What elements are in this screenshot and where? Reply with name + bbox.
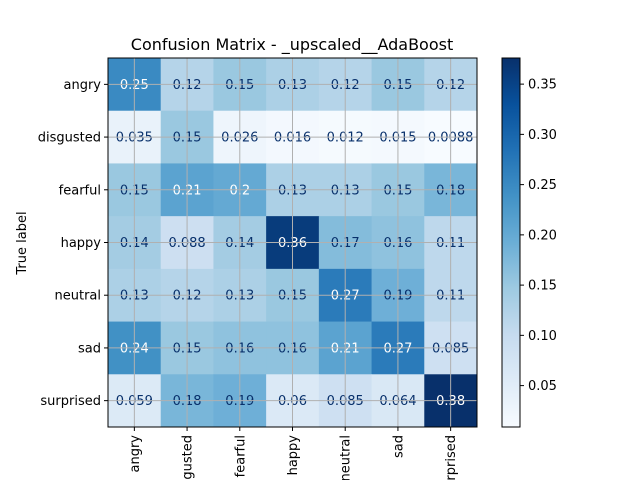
- y-tick-label: happy: [61, 236, 102, 251]
- colorbar-tick-label: 0.05: [528, 379, 557, 394]
- y-axis-label: True label: [15, 211, 30, 275]
- x-tick-label: fearful: [233, 435, 248, 477]
- x-tick-label: urprised: [444, 435, 459, 480]
- y-tick-label: sad: [78, 341, 101, 356]
- colorbar-tick-label: 0.30: [528, 128, 557, 143]
- chart-title: Confusion Matrix - _upscaled__AdaBoost: [131, 35, 453, 55]
- x-tick-label: isgusted: [181, 435, 196, 480]
- colorbar-tick-label: 0.20: [528, 228, 557, 243]
- colorbar-tick-label: 0.15: [528, 279, 557, 294]
- x-tick-label: happy: [286, 435, 301, 476]
- x-tick-labels: angry isgusted fearful happy neutral sad urpri…: [128, 427, 459, 480]
- heatmap-grid: [108, 58, 477, 427]
- x-tick-label: neutral: [339, 435, 354, 480]
- colorbar: [501, 57, 521, 428]
- y-tick-label: angry: [64, 78, 102, 93]
- colorbar-tick-label: 0.35: [528, 78, 557, 93]
- y-tick-label: disgusted: [38, 131, 101, 146]
- x-tick-label: sad: [391, 435, 406, 458]
- y-tick-label: neutral: [55, 289, 102, 304]
- y-tick-labels: angry disgusted fearful happy neutral sad surp…: [38, 78, 108, 409]
- y-tick-label: surprised: [40, 394, 101, 409]
- colorbar-ticks: 0.05 0.10 0.15 0.20 0.25 0.30 0.35: [520, 78, 557, 394]
- colorbar-tick-label: 0.10: [528, 329, 557, 344]
- y-tick-label: fearful: [59, 183, 101, 198]
- colorbar-tick-label: 0.25: [528, 178, 557, 193]
- x-tick-label: angry: [128, 435, 143, 473]
